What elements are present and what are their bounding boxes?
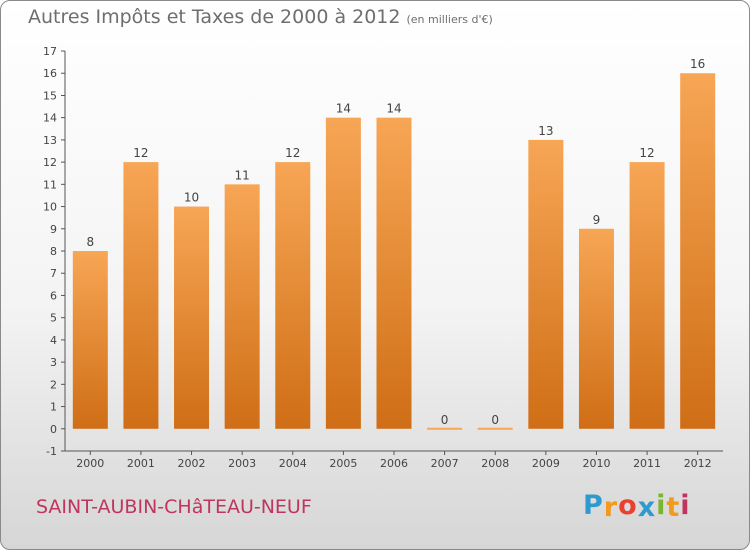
data-label: 14 bbox=[336, 102, 351, 116]
x-tick-label: 2009 bbox=[532, 457, 560, 470]
x-tick-label: 2006 bbox=[380, 457, 408, 470]
logo-letter: r bbox=[603, 492, 619, 523]
data-label: 11 bbox=[235, 168, 250, 182]
x-tick-label: 2001 bbox=[127, 457, 155, 470]
logo-letter: i bbox=[680, 490, 691, 521]
logo-letter: x bbox=[637, 492, 657, 523]
bar bbox=[376, 117, 412, 429]
bar bbox=[72, 251, 108, 429]
y-tick-label: -1 bbox=[46, 445, 57, 458]
bar bbox=[680, 73, 716, 429]
x-tick-label: 2010 bbox=[582, 457, 610, 470]
data-label: 16 bbox=[690, 57, 705, 71]
data-label: 9 bbox=[593, 213, 601, 227]
bar bbox=[629, 162, 665, 429]
logo-letter: t bbox=[666, 492, 681, 523]
y-tick-label: 15 bbox=[43, 89, 57, 102]
x-tick-label: 2012 bbox=[684, 457, 712, 470]
y-tick-label: 12 bbox=[43, 156, 57, 169]
data-label: 12 bbox=[133, 146, 148, 160]
y-tick-label: 0 bbox=[50, 423, 57, 436]
y-tick-label: 10 bbox=[43, 201, 57, 214]
bar bbox=[275, 162, 311, 429]
y-tick-label: 1 bbox=[50, 401, 57, 414]
bar bbox=[174, 206, 210, 429]
data-label: 8 bbox=[86, 235, 94, 249]
x-tick-label: 2002 bbox=[178, 457, 206, 470]
data-label: 0 bbox=[491, 413, 499, 427]
bar bbox=[477, 427, 513, 430]
data-label: 13 bbox=[538, 124, 553, 138]
proxiti-logo: Proxiti bbox=[583, 490, 691, 523]
bar bbox=[578, 228, 614, 429]
y-tick-label: 9 bbox=[50, 223, 57, 236]
y-tick-label: 8 bbox=[50, 245, 57, 258]
bar bbox=[123, 162, 159, 429]
bar bbox=[427, 427, 463, 430]
x-tick-label: 2011 bbox=[633, 457, 661, 470]
x-tick-label: 2008 bbox=[481, 457, 509, 470]
x-tick-label: 2007 bbox=[431, 457, 459, 470]
data-label: 10 bbox=[184, 191, 199, 205]
y-tick-label: 2 bbox=[50, 378, 57, 391]
y-tick-label: 3 bbox=[50, 356, 57, 369]
y-tick-label: 4 bbox=[50, 334, 57, 347]
y-tick-label: 16 bbox=[43, 67, 57, 80]
logo-letter: o bbox=[618, 490, 638, 521]
y-tick-label: 14 bbox=[43, 112, 57, 125]
data-label: 12 bbox=[639, 146, 654, 160]
bar bbox=[325, 117, 361, 429]
data-label: 0 bbox=[441, 413, 449, 427]
data-label: 14 bbox=[386, 102, 401, 116]
y-tick-label: 17 bbox=[43, 45, 57, 58]
x-tick-label: 2005 bbox=[329, 457, 357, 470]
title-text: Autres Impôts et Taxes de 2000 à 2012 bbox=[28, 6, 401, 28]
logo-letter: i bbox=[656, 490, 667, 521]
y-tick-label: 5 bbox=[50, 312, 57, 325]
bar bbox=[224, 184, 260, 429]
chart-title: Autres Impôts et Taxes de 2000 à 2012 (en… bbox=[28, 6, 493, 28]
y-tick-label: 11 bbox=[43, 178, 57, 191]
x-tick-label: 2003 bbox=[228, 457, 256, 470]
logo-letter: P bbox=[583, 490, 604, 521]
data-label: 12 bbox=[285, 146, 300, 160]
x-tick-label: 2004 bbox=[279, 457, 307, 470]
bar bbox=[528, 139, 564, 429]
x-tick-label: 2000 bbox=[76, 457, 104, 470]
y-tick-label: 6 bbox=[50, 289, 57, 302]
y-tick-label: 13 bbox=[43, 134, 57, 147]
y-tick-label: 7 bbox=[50, 267, 57, 280]
unit-label: (en milliers d'€) bbox=[406, 13, 493, 26]
city-name: SAINT-AUBIN-CHâTEAU-NEUF bbox=[36, 496, 312, 518]
